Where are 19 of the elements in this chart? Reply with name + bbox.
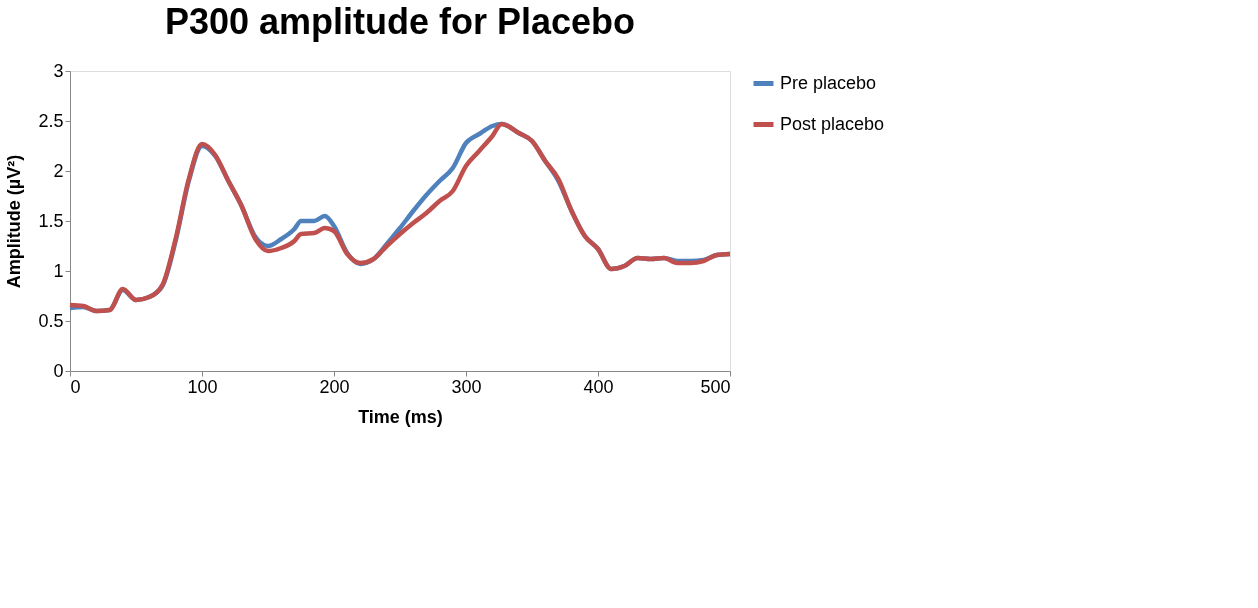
x-tick-label: 500 <box>700 376 731 397</box>
legend-label: Post placebo <box>780 113 885 134</box>
y-tick-label: 3 <box>53 60 64 81</box>
x-tick-label: 300 <box>451 376 482 397</box>
line-series <box>67 121 733 314</box>
y-tick-label: 1 <box>53 260 64 281</box>
x-tick-label: 400 <box>583 376 614 397</box>
chart-title: P300 amplitude for Placebo <box>164 1 636 42</box>
x-tick-label: 100 <box>187 376 218 397</box>
x-axis-title: Time (ms) <box>358 406 443 427</box>
y-tick-label: 2 <box>53 160 64 181</box>
y-tick-label: 0.5 <box>38 310 64 331</box>
x-tick-label: 0 <box>70 376 81 397</box>
legend-label: Pre placebo <box>780 72 877 93</box>
y-tick-label: 2.5 <box>38 110 64 131</box>
y-axis-title: Amplitude (µV²) <box>4 154 25 289</box>
y-tick-label: 0 <box>53 360 64 381</box>
y-tick-label: 1.5 <box>38 210 64 231</box>
x-tick-label: 200 <box>319 376 350 397</box>
